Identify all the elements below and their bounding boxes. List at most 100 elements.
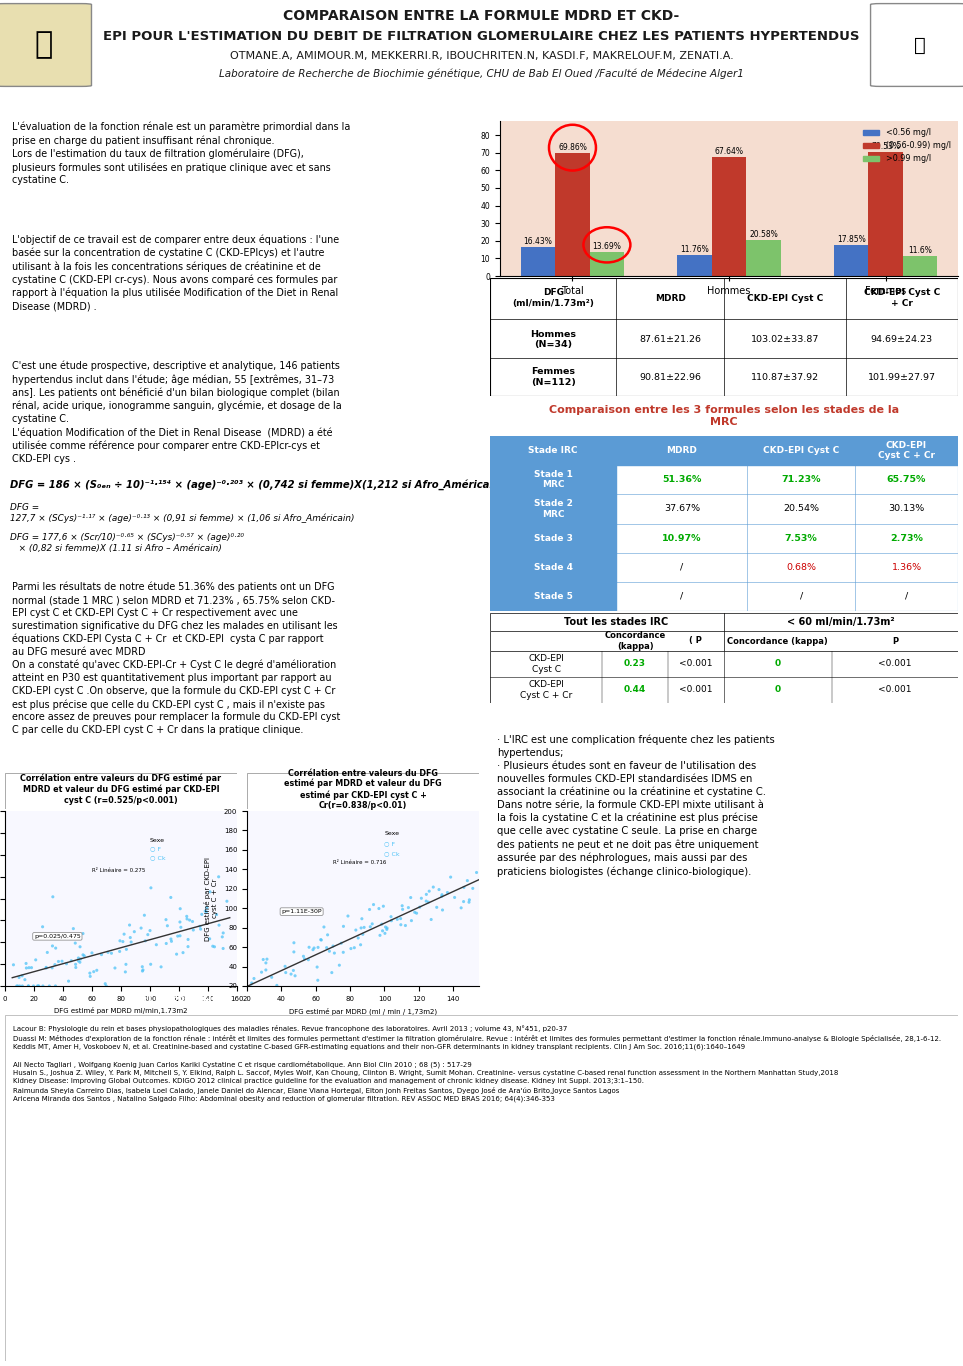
- Text: RÉSULTATS ET DISCUSSION: RÉSULTATS ET DISCUSSION: [158, 559, 326, 570]
- Point: [258, 959, 273, 981]
- Bar: [490, 466, 616, 494]
- Point: [143, 953, 158, 975]
- Point: [143, 877, 159, 899]
- Point: [409, 903, 425, 925]
- Point: [434, 884, 450, 906]
- Point: [193, 915, 208, 937]
- Text: ○ Ck: ○ Ck: [384, 851, 400, 855]
- Point: [222, 988, 238, 1009]
- Text: 1.36%: 1.36%: [892, 563, 922, 572]
- Text: 90.81±22.96: 90.81±22.96: [639, 373, 701, 381]
- Text: < 60 ml/min/1.73m²: < 60 ml/min/1.73m²: [787, 617, 895, 627]
- Point: [12, 967, 27, 989]
- Point: [31, 975, 46, 997]
- Point: [118, 953, 134, 975]
- Bar: [490, 523, 616, 553]
- Point: [244, 973, 259, 994]
- Text: C'est une étude prospective, descriptive et analytique, 146 patients
hypertendus: C'est une étude prospective, descriptive…: [13, 361, 342, 464]
- Point: [227, 973, 243, 994]
- Text: 20.58%: 20.58%: [749, 229, 778, 239]
- Text: 51.36%: 51.36%: [663, 475, 702, 485]
- Point: [322, 940, 337, 962]
- Text: 20.54%: 20.54%: [783, 504, 820, 514]
- Point: [461, 889, 477, 911]
- Point: [39, 958, 54, 979]
- Text: Lacour B: Physiologie du rein et bases physiopathologiques des maladies rénales.: Lacour B: Physiologie du rein et bases p…: [13, 1026, 941, 1102]
- Text: 69.86%: 69.86%: [558, 143, 586, 152]
- Legend: <0.56 mg/l, (0.56-0.99) mg/l, >0.99 mg/l: <0.56 mg/l, (0.56-0.99) mg/l, >0.99 mg/l: [860, 126, 954, 167]
- Point: [135, 960, 150, 982]
- Text: <0.001: <0.001: [878, 660, 912, 668]
- Point: [296, 945, 311, 967]
- Text: Stade 1
MRC: Stade 1 MRC: [534, 470, 573, 489]
- Text: ○ F: ○ F: [384, 841, 396, 846]
- Point: [70, 947, 86, 968]
- Point: [73, 948, 89, 970]
- Text: 7.53%: 7.53%: [785, 534, 818, 542]
- Text: 13.69%: 13.69%: [592, 242, 621, 251]
- Point: [172, 911, 188, 933]
- Point: [216, 922, 231, 944]
- Point: [269, 974, 284, 996]
- Point: [68, 956, 84, 978]
- Point: [51, 951, 66, 973]
- Point: [403, 910, 419, 932]
- Point: [72, 936, 88, 958]
- Point: [455, 891, 471, 912]
- Point: [366, 893, 381, 915]
- Point: [113, 930, 128, 952]
- Point: [41, 975, 57, 997]
- Bar: [490, 436, 616, 466]
- Text: p=0.025/0.475: p=0.025/0.475: [34, 934, 81, 938]
- FancyBboxPatch shape: [871, 4, 963, 86]
- Point: [277, 955, 293, 977]
- Text: L'objectif de ce travail est de comparer entre deux équations : l'une
basée sur : L'objectif de ce travail est de comparer…: [13, 234, 339, 311]
- Point: [198, 902, 214, 923]
- Text: /: /: [680, 563, 684, 572]
- Text: ○ F: ○ F: [150, 847, 161, 851]
- Point: [163, 887, 178, 908]
- Point: [424, 908, 439, 930]
- Point: [18, 952, 34, 974]
- Bar: [616, 436, 747, 466]
- Point: [374, 914, 389, 936]
- Point: [461, 891, 477, 912]
- Point: [65, 918, 81, 940]
- Bar: [556, 153, 589, 276]
- Point: [333, 932, 349, 953]
- Point: [172, 925, 188, 947]
- Point: [160, 915, 175, 937]
- Point: [137, 904, 152, 926]
- Point: [383, 910, 399, 932]
- Point: [82, 962, 97, 984]
- Point: [107, 958, 122, 979]
- Point: [67, 932, 83, 953]
- Point: [159, 933, 174, 955]
- Point: [169, 944, 184, 966]
- Point: [122, 914, 138, 936]
- X-axis label: DFG estimé par MDRD ml/min,1.73m2: DFG estimé par MDRD ml/min,1.73m2: [54, 1007, 188, 1015]
- Point: [148, 934, 164, 956]
- Text: 67.64%: 67.64%: [715, 148, 743, 156]
- Point: [401, 896, 416, 918]
- Point: [221, 994, 236, 1016]
- Point: [356, 917, 372, 938]
- Text: Corrélation entre valeurs du DFG estimé par
MDRD et valeur du DFG estimé par CKD: Corrélation entre valeurs du DFG estimé …: [20, 773, 221, 805]
- Point: [219, 981, 234, 1003]
- Point: [14, 964, 30, 986]
- Text: 65.75%: 65.75%: [887, 475, 926, 485]
- Point: [335, 941, 351, 963]
- Bar: [677, 255, 712, 276]
- Point: [10, 975, 25, 997]
- Text: 0.68%: 0.68%: [786, 563, 817, 572]
- Point: [278, 962, 294, 984]
- Point: [112, 941, 127, 963]
- Text: DFG
(ml/min/1.73m²): DFG (ml/min/1.73m²): [512, 288, 594, 307]
- Point: [306, 937, 322, 959]
- Point: [447, 887, 462, 908]
- Text: ○ Ck: ○ Ck: [150, 855, 166, 861]
- Point: [426, 876, 441, 897]
- Point: [238, 982, 253, 1004]
- Bar: [490, 582, 616, 611]
- Point: [371, 897, 386, 919]
